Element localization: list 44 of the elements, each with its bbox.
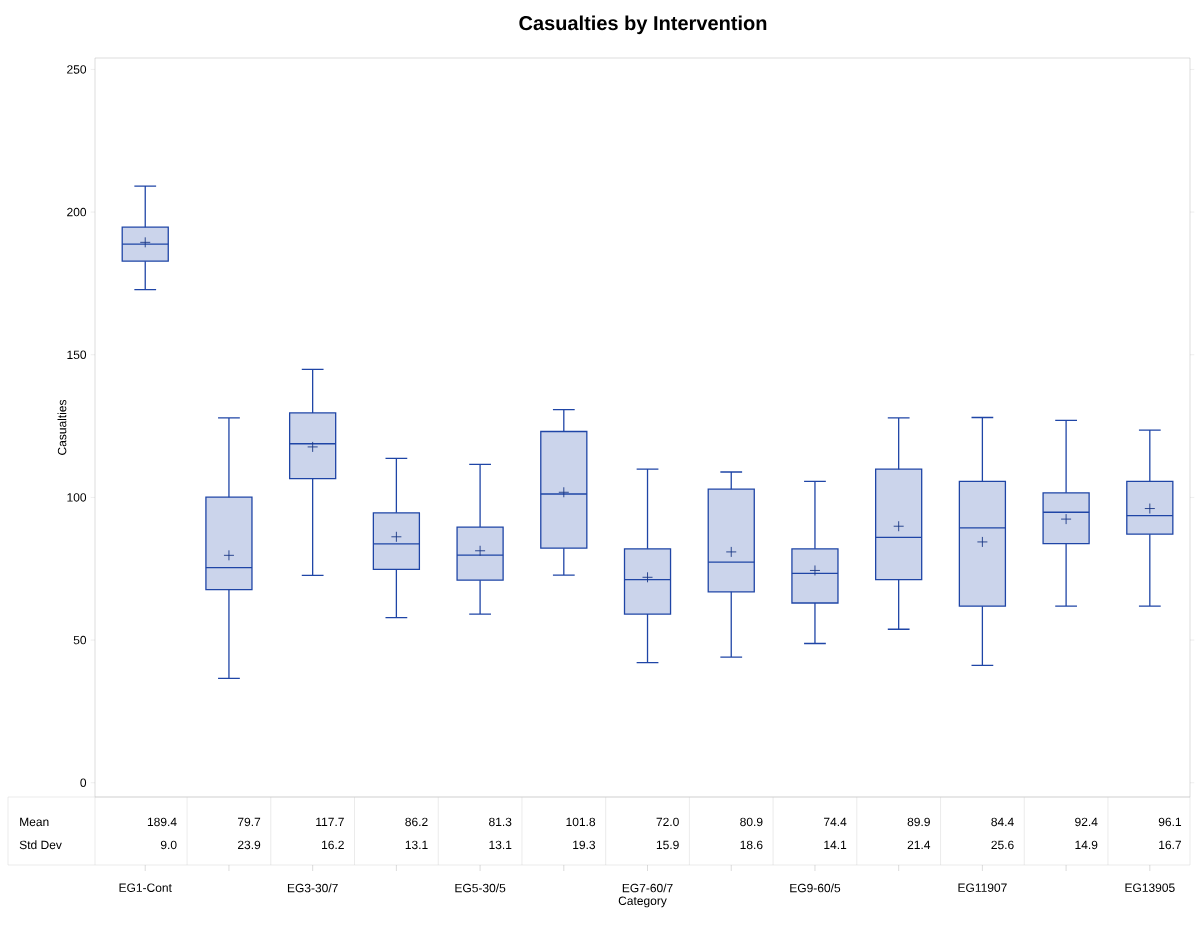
text: 101.8 xyxy=(566,817,596,827)
text: 80.9 xyxy=(740,817,763,827)
chart-title: Casualties by Intervention xyxy=(519,15,767,35)
text: 14.1 xyxy=(824,840,847,850)
text: Std Dev xyxy=(19,840,62,850)
y-tick-label: 250 xyxy=(67,65,87,74)
x-axis-title: Category xyxy=(618,896,667,908)
text: 189.4 xyxy=(147,817,177,827)
y-tick-label: 200 xyxy=(67,207,87,217)
text: 72.0 xyxy=(656,817,679,827)
text: 117.7 xyxy=(316,817,344,827)
x-tick-label: EG7-60/7 xyxy=(622,883,673,893)
y-axis-title: Casualties xyxy=(57,399,67,455)
text: 96.1 xyxy=(1158,817,1182,827)
text: 92.4 xyxy=(1075,817,1098,827)
text: 14.9 xyxy=(1075,840,1098,850)
text: 23.9 xyxy=(238,840,261,850)
y-tick-label: 0 xyxy=(80,778,87,787)
text: 89.9 xyxy=(907,817,930,827)
text: 81.3 xyxy=(489,817,512,827)
text: 79.7 xyxy=(238,817,261,827)
x-tick-label: EG13905 xyxy=(1125,883,1175,892)
text: 9.0 xyxy=(160,840,177,850)
text: 18.6 xyxy=(740,840,763,850)
text: 13.1 xyxy=(405,840,428,850)
text: 16.2 xyxy=(322,840,344,850)
y-tick-label: 150 xyxy=(67,350,87,359)
text: 21.4 xyxy=(907,840,931,850)
text: 15.9 xyxy=(656,840,679,850)
text: 86.2 xyxy=(405,817,428,827)
x-tick-label: EG1-Cont xyxy=(119,883,172,892)
text: 13.1 xyxy=(489,840,512,850)
x-tick-label: EG3-30/7 xyxy=(287,883,338,893)
text: 16.7 xyxy=(1159,840,1182,850)
x-tick-label: EG5-30/5 xyxy=(455,883,506,893)
text: 74.4 xyxy=(824,817,847,827)
x-tick-label: EG9-60/5 xyxy=(790,883,841,893)
text: 25.6 xyxy=(991,840,1014,850)
text: Mean xyxy=(20,817,49,827)
text: 84.4 xyxy=(991,817,1014,827)
y-tick-label: 50 xyxy=(73,635,87,645)
y-tick-label: 100 xyxy=(67,493,87,502)
text: 19.3 xyxy=(573,840,596,850)
x-tick-label: EG11907 xyxy=(958,883,1007,892)
